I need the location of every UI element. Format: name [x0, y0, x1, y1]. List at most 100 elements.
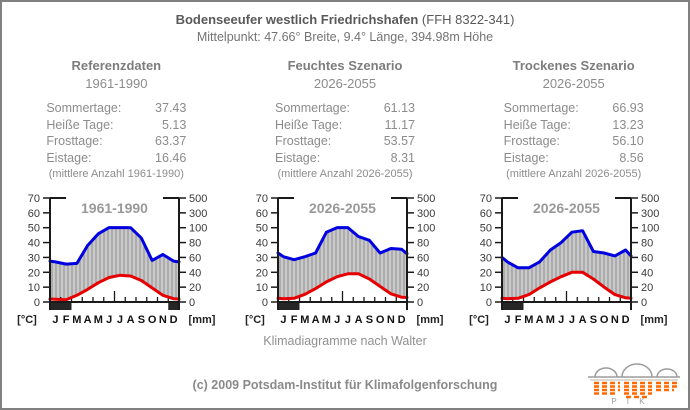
- stat-row: Frosttage: 63.37: [46, 133, 186, 150]
- stat-label: Frosttage:: [503, 134, 560, 148]
- svg-text:500: 500: [417, 193, 435, 205]
- svg-text:M: M: [546, 314, 555, 326]
- diagram-caption: Klimadiagramme nach Walter: [263, 334, 427, 348]
- panel-period: 2026-2055: [542, 76, 605, 91]
- svg-text:10: 10: [480, 282, 492, 294]
- svg-text:D: D: [622, 314, 630, 326]
- svg-text:80: 80: [189, 238, 201, 250]
- svg-text:J: J: [504, 314, 510, 326]
- svg-text:J: J: [52, 314, 58, 326]
- svg-text:40: 40: [480, 238, 492, 250]
- svg-text:O: O: [600, 314, 609, 326]
- stat-row: Heiße Tage: 11.17: [275, 117, 415, 134]
- svg-text:M: M: [300, 314, 309, 326]
- svg-text:J: J: [334, 314, 340, 326]
- walter-diagram-reference: 0 10 20 30 40 50 60 70 0 20 40 60 80 100 300 500 1961-19…: [8, 192, 232, 332]
- svg-text:20: 20: [189, 282, 201, 294]
- stat-value: 56.10: [612, 134, 644, 148]
- svg-text:[mm]: [mm]: [189, 314, 216, 326]
- walter-diagram-dry-scenario: 0 10 20 30 40 50 60 70 0 20 40 60 80 100 300 500 2026-20…: [460, 192, 684, 332]
- svg-text:20: 20: [256, 267, 268, 279]
- svg-text:40: 40: [256, 238, 268, 250]
- svg-text:A: A: [536, 314, 544, 326]
- svg-text:70: 70: [256, 193, 268, 205]
- svg-text:J: J: [569, 314, 575, 326]
- report-header: Bodenseeufer westlich Friedrichshafen (F…: [2, 12, 688, 44]
- svg-text:A: A: [84, 314, 92, 326]
- panel-heading: Trockenes Szenario: [512, 58, 635, 73]
- svg-text:60: 60: [189, 252, 201, 264]
- stat-label: Heiße Tage:: [46, 117, 114, 132]
- svg-text:F: F: [291, 314, 298, 326]
- panel-period: 2026-2055: [313, 76, 377, 91]
- stat-value: 63.37: [155, 134, 187, 148]
- svg-text:1961-1990: 1961-1990: [81, 200, 148, 216]
- svg-text:A: A: [355, 314, 363, 326]
- svg-text:A: A: [127, 314, 135, 326]
- svg-text:60: 60: [417, 252, 429, 264]
- panel-heading: Feuchtes Szenario: [287, 58, 403, 73]
- svg-text:A: A: [579, 314, 587, 326]
- stat-label: Eistage:: [275, 150, 321, 165]
- svg-text:F: F: [63, 314, 70, 326]
- panel-stats: Sommertage: 37.43 Heiße Tage: 5.13 Frostta…: [46, 100, 186, 166]
- svg-text:2026-2055: 2026-2055: [533, 200, 600, 216]
- stat-row: Eistage: 8.56: [504, 150, 644, 167]
- stat-value: 53.57: [383, 134, 415, 148]
- svg-text:[mm]: [mm]: [641, 314, 668, 326]
- svg-text:S: S: [590, 314, 597, 326]
- stat-value: 16.46: [155, 150, 187, 165]
- svg-text:N: N: [611, 314, 619, 326]
- svg-text:20: 20: [641, 282, 653, 294]
- svg-text:0: 0: [262, 297, 268, 309]
- statistics-row: Referenzdaten 1961-1990 Sommertage: 37.43…: [2, 58, 688, 180]
- stat-row: Frosttage: 53.57: [275, 133, 415, 150]
- stat-value: 8.56: [619, 150, 644, 165]
- svg-text:O: O: [148, 314, 157, 326]
- panel-note: (mittlere Anzahl 1961-1990): [48, 168, 184, 180]
- stat-value: 61.13: [383, 101, 415, 115]
- svg-text:30: 30: [28, 252, 40, 264]
- site-title-name: Bodenseeufer westlich Friedrichshafen: [175, 12, 419, 27]
- svg-text:50: 50: [28, 223, 40, 235]
- svg-text:10: 10: [256, 282, 268, 294]
- panel-note: (mittlere Anzahl 2026-2055): [277, 168, 413, 180]
- site-subtitle: Mittelpunkt: 47.66° Breite, 9.4° Länge, …: [196, 30, 494, 44]
- site-title-code: (FFH 8322-341): [418, 12, 515, 27]
- svg-text:40: 40: [189, 267, 201, 279]
- panel-referenzdaten: Referenzdaten 1961-1990 Sommertage: 37.43…: [2, 58, 231, 180]
- stat-row: Frosttage: 56.10: [504, 133, 644, 150]
- svg-text:[°C]: [°C]: [245, 314, 265, 326]
- stat-label: Sommertage:: [503, 101, 579, 115]
- svg-text:30: 30: [256, 252, 268, 264]
- svg-text:70: 70: [480, 193, 492, 205]
- svg-text:20: 20: [28, 267, 40, 279]
- svg-text:500: 500: [641, 193, 659, 205]
- panel-feuchtes-szenario: Feuchtes Szenario 2026-2055 Sommertage: 6…: [231, 58, 460, 180]
- svg-text:20: 20: [480, 267, 492, 279]
- pik-logo-icon: P I K: [588, 363, 680, 405]
- stat-label: Eistage:: [46, 150, 92, 165]
- svg-text:M: M: [94, 314, 103, 326]
- stat-label: Eistage:: [503, 150, 549, 165]
- stat-label: Sommertage:: [46, 101, 122, 115]
- panel-stats: Sommertage: 66.93 Heiße Tage: 13.23 Frostt…: [504, 100, 644, 166]
- svg-text:J: J: [106, 314, 112, 326]
- stat-value: 13.23: [612, 117, 644, 132]
- svg-text:[°C]: [°C]: [17, 314, 37, 326]
- svg-text:500: 500: [189, 193, 207, 205]
- svg-text:100: 100: [189, 223, 207, 235]
- svg-text:60: 60: [28, 208, 40, 220]
- svg-text:40: 40: [28, 238, 40, 250]
- stat-row: Sommertage: 37.43: [46, 100, 186, 117]
- stat-row: Heiße Tage: 13.23: [504, 117, 644, 134]
- stat-row: Sommertage: 66.93: [504, 100, 644, 117]
- svg-text:N: N: [159, 314, 167, 326]
- svg-text:60: 60: [480, 208, 492, 220]
- svg-text:[°C]: [°C]: [469, 314, 489, 326]
- svg-text:300: 300: [189, 208, 207, 220]
- svg-text:M: M: [72, 314, 81, 326]
- stat-value: 11.17: [384, 117, 415, 132]
- svg-text:2026-2055: 2026-2055: [309, 200, 376, 216]
- stat-row: Eistage: 8.31: [275, 150, 415, 167]
